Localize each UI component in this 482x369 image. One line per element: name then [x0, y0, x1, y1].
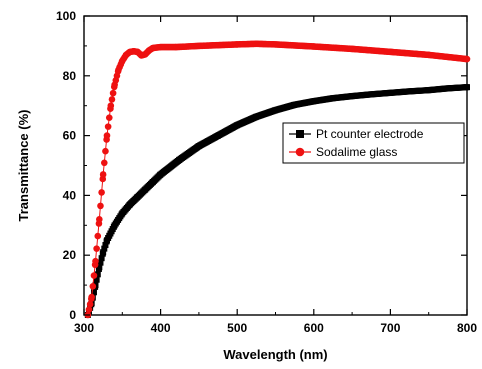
- legend-label-soda: Sodalime glass: [316, 145, 397, 159]
- x-tick-label: 500: [227, 321, 247, 335]
- y-tick-label: 20: [63, 248, 77, 262]
- legend-box: [282, 122, 465, 164]
- series-soda: [84, 40, 471, 319]
- data-point-soda: [98, 189, 105, 196]
- data-point-soda: [85, 306, 93, 313]
- plot-frame: [83, 15, 468, 316]
- data-point-soda: [105, 114, 113, 121]
- data-point-pt: [97, 259, 104, 266]
- legend-label-pt: Pt counter electrode: [316, 127, 424, 141]
- data-marks: [84, 40, 471, 319]
- x-tick-label: 600: [304, 321, 324, 335]
- data-point-pt: [464, 84, 470, 91]
- data-point-soda: [107, 102, 115, 109]
- y-tick-label: 40: [63, 188, 77, 202]
- data-point-soda: [97, 202, 104, 210]
- data-point-pt: [96, 264, 103, 271]
- data-point-soda: [108, 96, 116, 103]
- y-axis-title: Transmittance (%): [16, 110, 31, 222]
- y-tick-label: 80: [63, 69, 77, 83]
- y-tick-label: 100: [56, 9, 76, 23]
- x-axis-title: Wavelength (nm): [223, 347, 327, 362]
- data-point-soda: [109, 89, 117, 97]
- data-point-soda: [90, 272, 98, 279]
- y-tick-label: 60: [63, 129, 77, 143]
- data-point-soda: [96, 216, 103, 223]
- data-point-soda: [92, 257, 99, 265]
- data-point-soda: [102, 147, 109, 155]
- plot-area: [83, 15, 468, 316]
- y-tick-label: 0: [69, 308, 76, 322]
- data-point-soda: [93, 245, 100, 252]
- data-point-soda: [94, 232, 102, 240]
- legend: Pt counter electrode Sodalime glass: [282, 122, 465, 164]
- legend-marker-pt: [296, 130, 304, 138]
- data-point-pt: [102, 242, 109, 249]
- x-tick-label: 800: [457, 321, 477, 335]
- data-point-pt: [100, 249, 107, 256]
- x-tick-label: 300: [74, 321, 94, 335]
- data-point-pt: [101, 245, 108, 252]
- legend-entry-pt: Pt counter electrode: [289, 127, 424, 141]
- x-tick-label: 400: [151, 321, 171, 335]
- data-point-soda: [86, 300, 94, 308]
- data-point-soda: [99, 171, 107, 178]
- data-point-soda: [103, 132, 111, 139]
- legend-entry-soda: Sodalime glass: [289, 145, 397, 159]
- x-tick-label: 700: [380, 321, 400, 335]
- axes: 300 400 500 600 700 800 0 20 40 60 80 100: [56, 9, 477, 335]
- data-point-soda: [104, 123, 112, 130]
- data-point-pt: [93, 276, 100, 283]
- data-point-pt: [94, 271, 101, 278]
- legend-marker-soda: [295, 147, 305, 157]
- data-point-soda: [89, 282, 97, 290]
- series-pt: [84, 84, 470, 318]
- data-point-soda: [100, 159, 108, 167]
- data-point-soda: [463, 55, 471, 63]
- data-point-soda: [88, 293, 95, 301]
- data-point-pt: [98, 255, 105, 262]
- data-point-pt: [90, 289, 97, 296]
